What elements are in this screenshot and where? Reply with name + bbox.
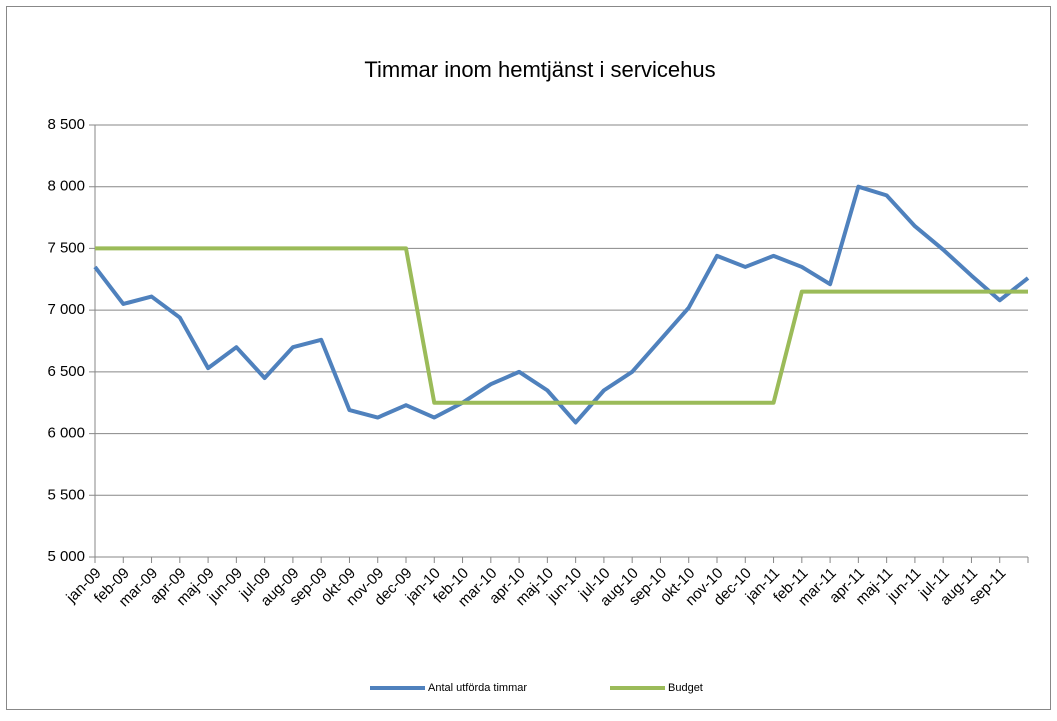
series-line xyxy=(93,184,1030,425)
y-tick-label: 5 000 xyxy=(47,548,85,565)
y-tick-label: 5 500 xyxy=(47,486,85,503)
y-tick-label: 7 000 xyxy=(47,301,85,318)
legend-label: Antal utförda timmar xyxy=(428,682,527,694)
chart-title: Timmar inom hemtjänst i servicehus xyxy=(364,57,715,82)
series-line xyxy=(95,246,1028,405)
legend-label: Budget xyxy=(668,682,703,694)
y-tick-label: 8 500 xyxy=(47,116,85,133)
y-tick-label: 8 000 xyxy=(47,178,85,195)
y-tick-label: 6 000 xyxy=(47,425,85,442)
y-tick-label: 7 500 xyxy=(47,239,85,256)
y-tick-label: 6 500 xyxy=(47,363,85,380)
chart-frame xyxy=(6,6,1051,710)
